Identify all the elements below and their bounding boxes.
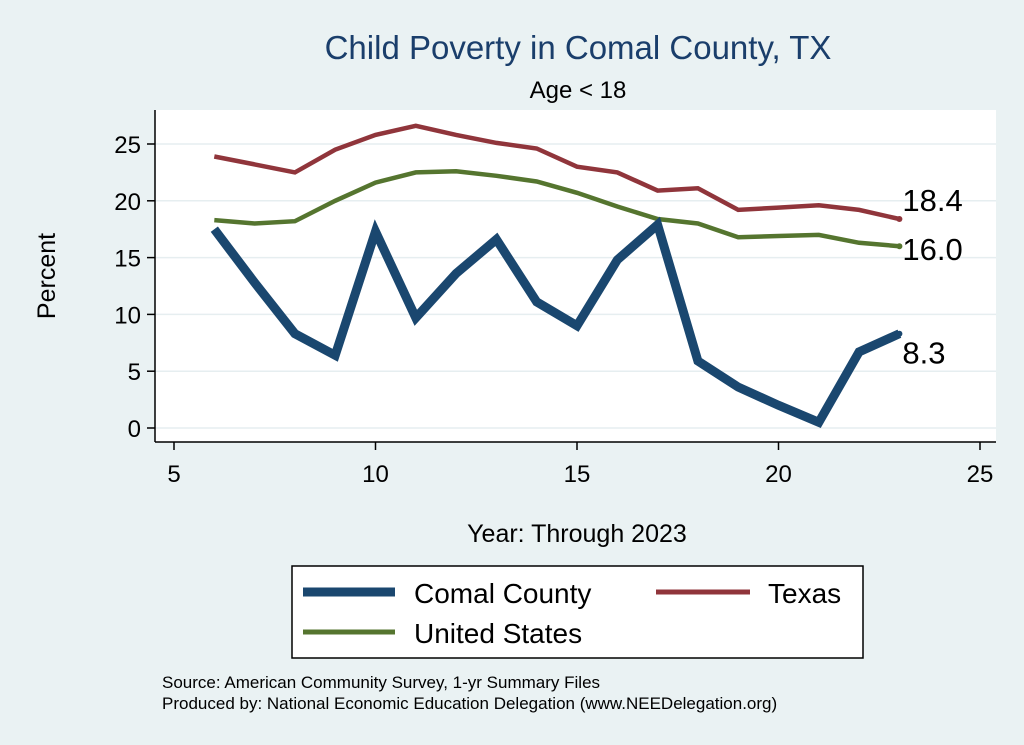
chart-subtitle: Age < 18 (530, 77, 627, 104)
source-note: Source: American Community Survey, 1-yr … (162, 673, 600, 692)
legend-item-texas: Texas (656, 578, 841, 609)
y-axis-title: Percent (33, 233, 61, 319)
plot-area (155, 110, 996, 442)
end-label-comal-county: 8.3 (902, 336, 945, 371)
legend-box (291, 565, 864, 659)
x-tick-label: 15 (564, 461, 591, 488)
x-tick-label: 10 (362, 461, 389, 488)
y-tick-label: 15 (114, 246, 141, 273)
legend-label-texas: Texas (768, 578, 841, 609)
series-layer (210, 123, 903, 428)
producer-note: Produced by: National Economic Education… (162, 694, 777, 713)
series-endpoint-comal-county (896, 330, 903, 337)
end-label-layer: 8.3 18.4 16.0 (902, 183, 962, 371)
chart-title: Child Poverty in Comal County, TX (325, 29, 832, 66)
legend-item-comal: Comal County (303, 578, 591, 609)
x-tick-label: 25 (967, 461, 994, 488)
x-axis-title: Year: Through 2023 (467, 520, 687, 548)
legend-item-us: United States (303, 618, 582, 649)
y-tick-label: 5 (128, 359, 141, 386)
y-tick-label: 25 (114, 132, 141, 159)
series-line-texas (213, 123, 900, 222)
series-endpoint-united-states (896, 243, 903, 250)
legend-label-comal: Comal County (414, 578, 591, 609)
end-label-texas: 18.4 (902, 183, 962, 218)
x-tick-label: 5 (167, 461, 180, 488)
series-line-united-states (214, 169, 900, 249)
x-tick-label: 20 (765, 461, 792, 488)
series-endpoint-texas (896, 215, 903, 222)
series-line-comal-county (210, 216, 902, 428)
y-tick-label: 20 (114, 189, 141, 216)
grid-layer (155, 143, 996, 429)
legend-label-us: United States (414, 618, 582, 649)
y-tick-label: 0 (128, 416, 141, 443)
y-tick-label: 10 (114, 302, 141, 329)
end-label-united-states: 16.0 (902, 232, 962, 267)
